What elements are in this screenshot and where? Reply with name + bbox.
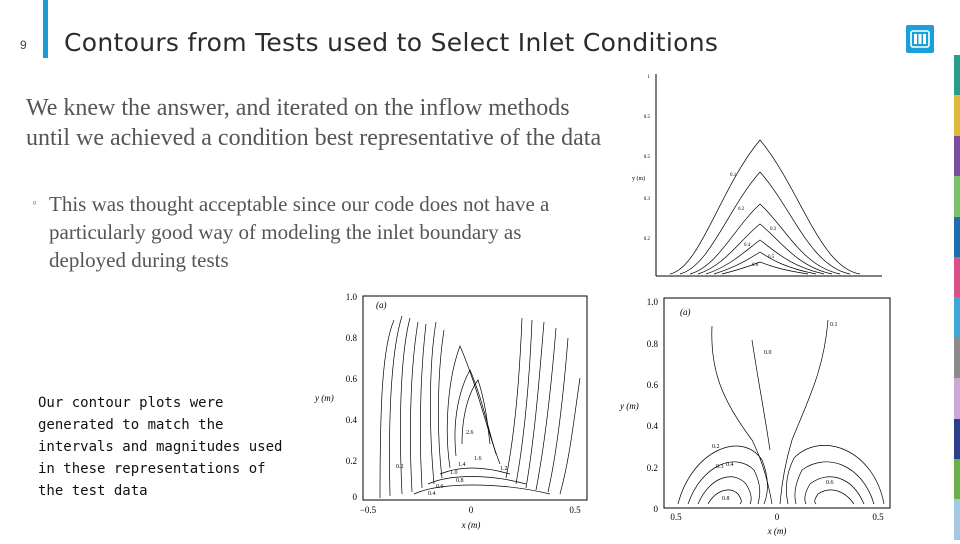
stripe-segment [954,418,960,460]
left-ytick: 0.8 [346,333,358,343]
left-contour-figure: 0 0.2 0.4 0.6 0.8 1.0 −0.5 0 0.5 x (m) y… [310,288,592,536]
right-ytick: 0 [654,504,659,514]
right-contour-label: 0.2 [712,444,720,450]
left-ytick: 0.4 [346,415,358,425]
left-contour-label: 0.2 [396,464,404,470]
right-contour-label: 0.4 [726,462,734,468]
logo-icon [910,30,930,48]
right-contour-label: 0.6 [826,480,834,486]
right-xlabel: x (m) [767,526,787,536]
left-xtick: 0.5 [569,505,581,515]
contour-note: Our contour plots were generated to matc… [38,395,283,499]
stripe-segment [954,297,960,338]
top-ylabel: y (m) [632,175,645,182]
right-contour-label: 0.0 [764,350,772,356]
bullet-text: This was thought acceptable since our co… [49,192,550,272]
right-ytick: 0.4 [647,421,659,431]
right-xtick: 0 [775,512,780,522]
top-contour-label: 0.6 [752,263,759,268]
right-contour-label: 0.3 [716,464,724,470]
left-contour-label: 0.6 [436,484,444,490]
stripe-segment [954,135,960,177]
left-contour-label: 0.4 [428,491,436,497]
left-xtick: −0.5 [360,505,377,515]
right-ytick: 0.8 [647,339,659,349]
stripe-segment [954,216,960,258]
right-panel-label: (a) [680,307,691,317]
decorative-color-stripe [954,55,960,540]
top-contour-label: 0.1 [730,173,737,178]
stripe-segment [954,95,960,136]
right-xtick: 0.5 [872,512,884,522]
right-ylabel: y (m) [619,401,639,411]
left-ylabel: y (m) [314,393,334,403]
left-xlabel: x (m) [461,520,481,530]
left-contour-label: 0.8 [456,478,464,484]
left-ytick: 0.2 [346,456,357,466]
stripe-segment [954,55,960,96]
top-contour-label: 0.5 [768,255,775,260]
left-contour-label: 1.4 [458,462,466,468]
sandia-logo [906,25,934,53]
top-contour-figure: 1 0.5 0.5 0.3 0.2 y (m) 0.1 0.2 0.3 0.4 … [620,68,888,300]
stripe-segment [954,337,960,379]
right-ytick: 0.6 [647,380,659,390]
slide-number: 9 [20,38,27,52]
stripe-segment [954,257,960,298]
top-contour-label: 0.3 [770,227,777,232]
right-ytick: 1.0 [647,297,659,307]
top-contour-label: 0.4 [744,243,751,248]
top-ytick: 1 [648,75,651,80]
top-ytick: 0.5 [644,155,651,160]
top-ytick: 0.5 [644,115,651,120]
left-ytick: 0 [353,492,358,502]
top-ytick: 0.2 [644,237,651,242]
top-contour-label: 0.2 [738,207,745,212]
left-ytick: 0.6 [346,374,358,384]
right-contour-label: 0.1 [830,322,838,328]
left-contour-label: 1.0 [450,470,458,476]
stripe-segment [954,499,960,540]
stripe-segment [954,378,960,419]
main-text: We knew the answer, and iterated on the … [26,95,602,151]
stripe-segment [954,176,960,217]
right-contour-figure: 0 0.2 0.4 0.6 0.8 1.0 0.5 0 0.5 x (m) y … [612,290,900,540]
left-xtick: 0 [469,505,474,515]
right-xtick: 0.5 [670,512,682,522]
left-contour-label: 2.6 [466,430,474,436]
slide-title: Contours from Tests used to Select Inlet… [64,28,719,57]
bullet-marker-icon: ◦ [32,196,37,211]
stripe-segment [954,459,960,500]
left-panel-label: (a) [376,300,387,310]
left-ytick: 1.0 [346,292,358,302]
title-accent-bar [43,0,48,58]
left-contour-label: 1.6 [474,456,482,462]
left-contour-label: 1.2 [500,466,508,472]
right-contour-label: 0.8 [722,496,730,502]
bullet-item: ◦ This was thought acceptable since our … [32,190,592,274]
top-ytick: 0.3 [644,197,651,202]
right-ytick: 0.2 [647,463,658,473]
